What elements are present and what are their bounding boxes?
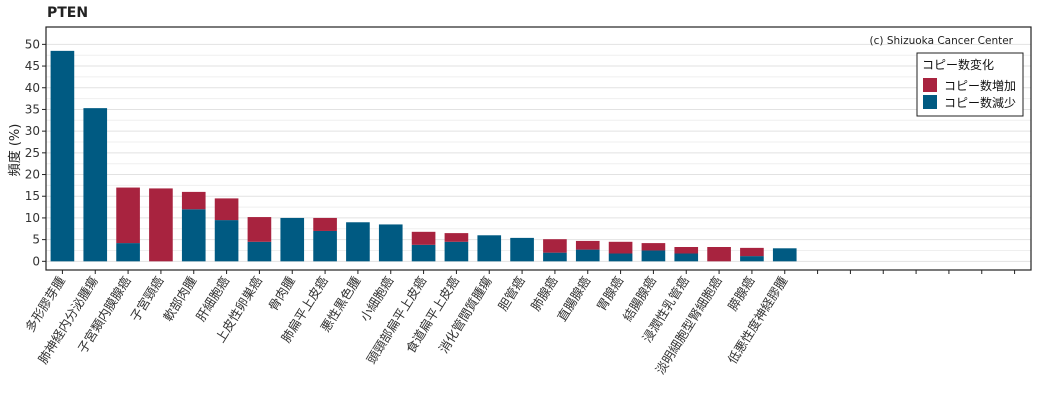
bar-segment xyxy=(543,252,567,262)
y-axis-ticks: 0 5 10 15 20 25 30 35 40 45 50 xyxy=(25,37,46,268)
bar-segment xyxy=(444,233,469,242)
bar-segment xyxy=(214,198,239,221)
y-tick-label: 0 xyxy=(32,254,40,268)
bar-segment xyxy=(707,247,731,262)
legend-title: コピー数変化 xyxy=(922,57,994,72)
bar-segment xyxy=(247,241,272,262)
bar-segment xyxy=(181,209,206,262)
bar-segment xyxy=(313,217,337,231)
bar-segment xyxy=(740,247,764,257)
bar-segment xyxy=(444,241,469,262)
bar-segment xyxy=(641,250,666,262)
legend-swatch-gain xyxy=(923,78,937,92)
chart-title: PTEN xyxy=(47,5,88,21)
y-tick-label: 10 xyxy=(25,211,40,225)
bar-segment xyxy=(575,249,600,262)
grid-lines xyxy=(46,43,1031,262)
y-tick-label: 30 xyxy=(25,124,40,138)
bar-segment xyxy=(674,253,699,262)
bar-segment xyxy=(543,239,567,253)
bar-segment xyxy=(411,244,436,262)
bar-series xyxy=(50,50,797,262)
legend-label-loss: コピー数減少 xyxy=(944,95,1016,110)
x-tick-label: 低悪性度神経膠腫 xyxy=(725,273,791,366)
bar-segment xyxy=(575,240,600,250)
bar-segment xyxy=(83,108,108,262)
bar-segment xyxy=(313,230,337,262)
bar-segment xyxy=(116,243,140,262)
bar-segment xyxy=(181,191,206,210)
y-tick-label: 25 xyxy=(25,146,40,160)
bar-segment xyxy=(346,222,370,262)
bar-segment xyxy=(247,217,272,242)
bar-segment xyxy=(477,235,502,262)
bar-segment xyxy=(116,187,140,244)
y-tick-label: 20 xyxy=(25,168,40,182)
bar-segment xyxy=(608,253,633,262)
bar-segment xyxy=(280,217,305,262)
x-tick-label: 胃腺癌 xyxy=(594,274,627,314)
y-tick-label: 50 xyxy=(25,37,40,51)
plot-area xyxy=(46,27,1031,270)
y-tick-label: 45 xyxy=(25,59,40,73)
y-tick-label: 5 xyxy=(32,233,40,247)
bar-segment xyxy=(641,243,666,251)
bar-segment xyxy=(674,247,699,254)
y-tick-label: 40 xyxy=(25,81,40,95)
copyright-annotation: (c) Shizuoka Cancer Center xyxy=(870,35,1014,47)
y-tick-label: 15 xyxy=(25,189,40,203)
x-tick-label: 骨肉腫 xyxy=(265,273,298,313)
plot-frame xyxy=(45,26,1032,271)
x-tick-label: 胆管癌 xyxy=(495,274,528,314)
bar-segment xyxy=(411,231,436,245)
bar-segment xyxy=(149,188,173,262)
x-tick-label: 膵腺癌 xyxy=(725,274,758,314)
x-tick-label: 直腸腺癌 xyxy=(554,274,593,324)
legend: コピー数変化 コピー数増加 コピー数減少 xyxy=(916,52,1024,117)
y-axis-label: 頻度 (%) xyxy=(7,124,23,177)
bar-segment xyxy=(772,248,797,262)
bar-segment xyxy=(740,256,764,262)
bar-segment xyxy=(608,241,633,254)
legend-swatch-loss xyxy=(923,95,937,109)
legend-label-gain: コピー数増加 xyxy=(944,78,1016,93)
y-tick-label: 35 xyxy=(25,102,40,116)
bar-segment xyxy=(378,224,403,262)
bar-segment xyxy=(510,237,534,262)
x-tick-label: 肺腺癌 xyxy=(528,274,561,314)
bar-segment xyxy=(214,220,239,262)
bar-segment xyxy=(50,50,75,262)
